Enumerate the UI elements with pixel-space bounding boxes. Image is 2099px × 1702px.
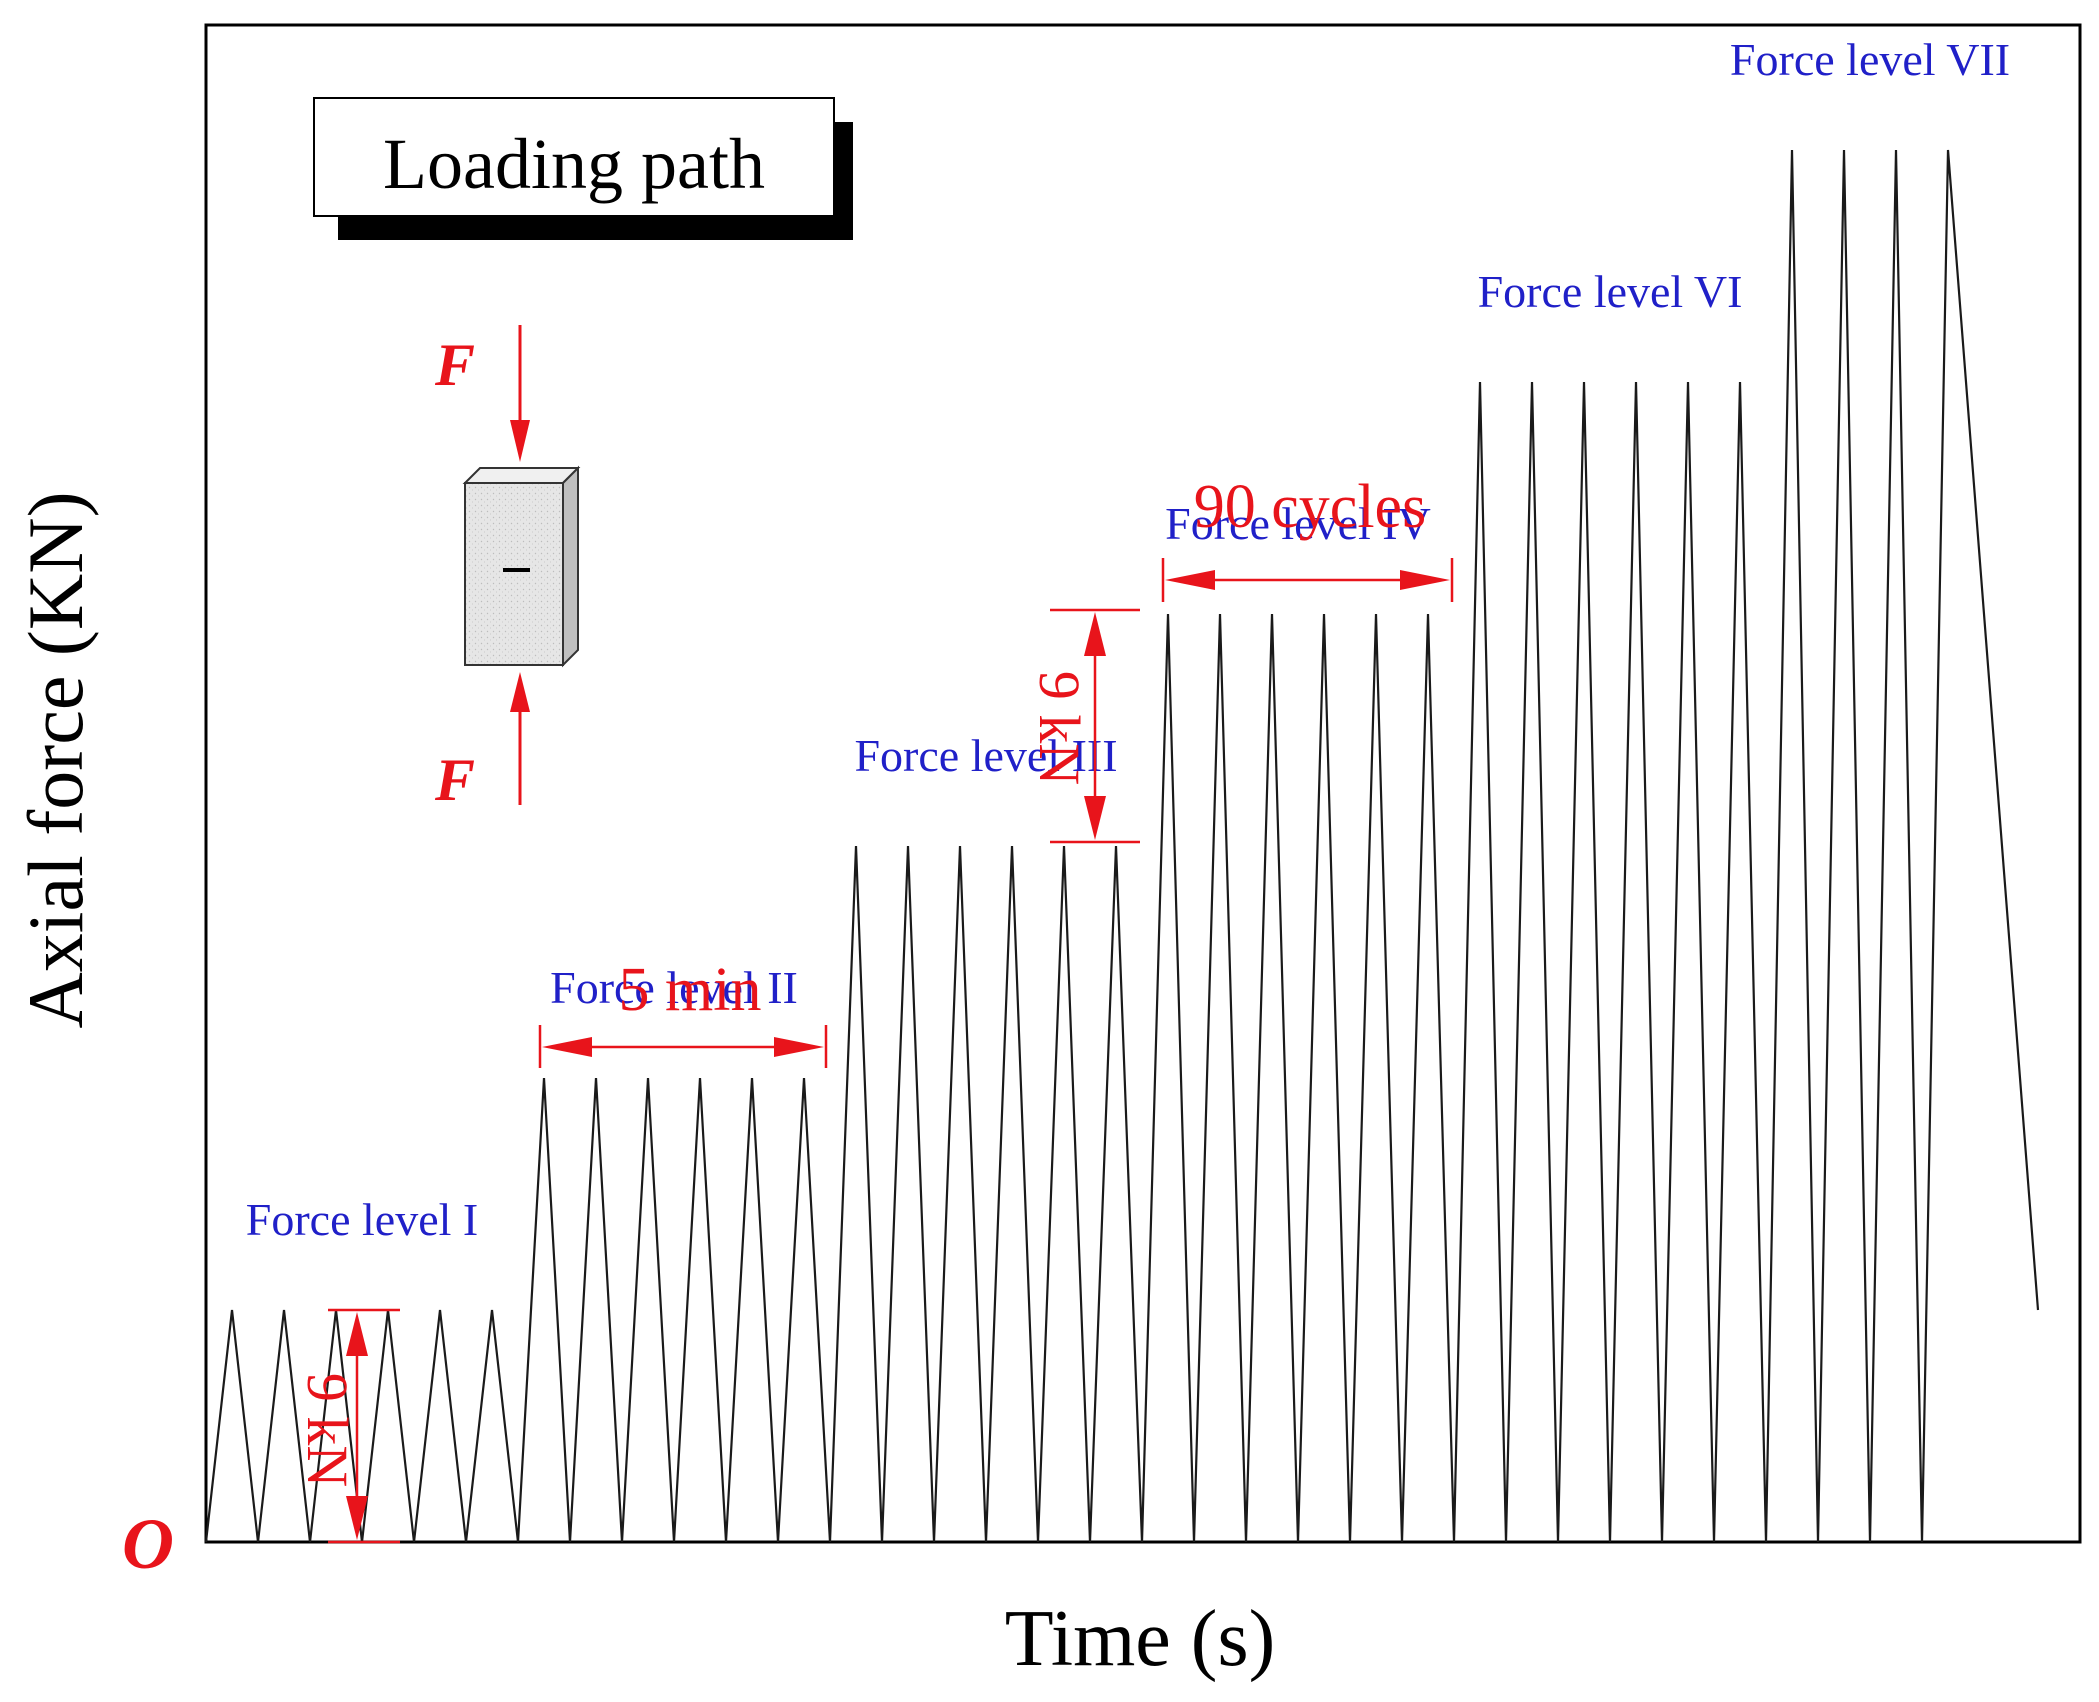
x-axis-label: Time (s) bbox=[1005, 1595, 1275, 1683]
level-label-3: Force level III bbox=[854, 730, 1117, 781]
cycles-annotation bbox=[1161, 558, 1454, 602]
level-label-2: Force level II bbox=[550, 962, 798, 1013]
step-label-middle: 9 kN bbox=[1027, 671, 1092, 785]
y-axis-label: Axial force (KN) bbox=[12, 491, 99, 1028]
inset-title-box: Loading path bbox=[313, 97, 853, 240]
cycles-label: 90 cycles bbox=[1194, 473, 1426, 541]
level-label-1: Force level I bbox=[246, 1194, 478, 1245]
period-label: 5 min bbox=[619, 956, 762, 1024]
force-label-bottom: F bbox=[434, 747, 475, 813]
level-label-4: Force level IV bbox=[1165, 498, 1431, 549]
loading-waveform bbox=[204, 149, 2040, 1543]
force-arrow-top bbox=[510, 325, 530, 462]
step-annotation-middle bbox=[1050, 608, 1140, 844]
period-annotation bbox=[538, 1025, 828, 1068]
step-label-first: 9 kN bbox=[295, 1373, 360, 1487]
specimen-icon bbox=[462, 465, 581, 668]
force-arrow-bottom bbox=[510, 672, 530, 805]
force-label-top: F bbox=[434, 332, 475, 398]
level-labels: Force level I Force level II Force level I… bbox=[246, 34, 2010, 1245]
step-annotation-first bbox=[328, 1308, 400, 1544]
level-label-6: Force level VII bbox=[1730, 34, 2010, 85]
origin-label: O bbox=[122, 1504, 174, 1584]
plot-area-frame bbox=[204, 23, 2082, 1544]
inset-title: Loading path bbox=[383, 124, 765, 204]
level-label-5: Force level VI bbox=[1478, 266, 1743, 317]
